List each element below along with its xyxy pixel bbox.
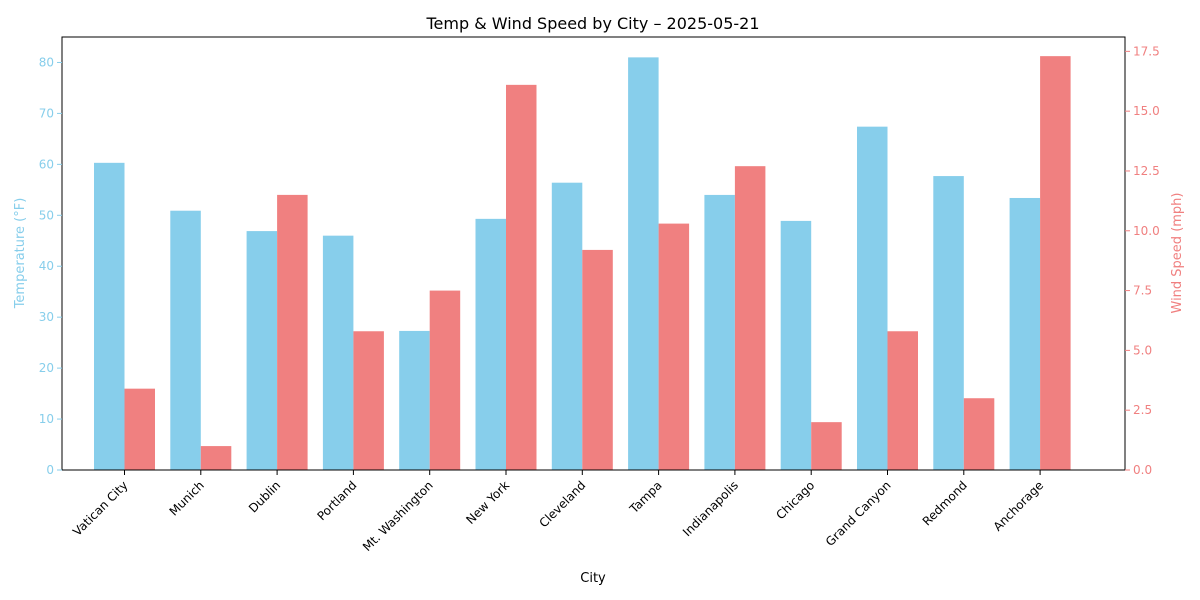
wind-bar-11 [963, 398, 995, 470]
temperature-bar-11 [933, 176, 964, 470]
wind-bar-4 [429, 290, 461, 470]
right-axis: 0.0 2.5 5.0 7.5 10.0 12.5 15.0 17.5 [1125, 44, 1160, 477]
wind-bar-1 [200, 446, 232, 470]
temperature-bar-4 [399, 330, 430, 470]
temperature-bar-10 [857, 126, 888, 470]
left-tick-label-0: 0 [46, 463, 54, 477]
wind-bar-8 [734, 166, 766, 470]
wind-bar-9 [811, 422, 842, 470]
temperature-bar-3 [322, 235, 354, 470]
x-tick-label-1: Munich [167, 478, 207, 518]
right-tick-label-1: 2.5 [1133, 403, 1152, 417]
x-tick-label-9: Chicago [773, 478, 817, 522]
wind-bar-12 [1040, 56, 1071, 470]
left-tick-label-7: 70 [39, 106, 54, 120]
left-tick-label-4: 40 [39, 259, 54, 273]
left-axis: 0 10 20 30 40 50 60 70 80 [39, 55, 62, 477]
plot-frame [61, 36, 1126, 471]
wind-bar-10 [887, 331, 918, 470]
temperature-bar-8 [704, 194, 735, 471]
x-tick-label-11: Redmond [920, 478, 970, 528]
x-tick-label-0: Vatican City [70, 478, 131, 539]
temperature-bar-2 [246, 231, 278, 470]
x-tick-label-6: Cleveland [536, 478, 588, 530]
right-tick-label-7: 17.5 [1133, 44, 1160, 58]
x-axis: Vatican City Munich Dublin Portland Mt. Wash… [70, 470, 1046, 554]
wind-bar-7 [658, 223, 690, 470]
wind-bar-6 [582, 249, 613, 470]
x-tick-label-2: Dublin [246, 478, 283, 515]
left-axis-label: Temperature (°F) [13, 198, 28, 310]
temperature-bar-1 [170, 210, 201, 470]
right-tick-label-6: 15.0 [1133, 104, 1160, 118]
x-axis-label: City [580, 571, 606, 586]
wind-bar-3 [353, 331, 384, 470]
left-tick-label-5: 50 [39, 208, 54, 222]
x-tick-label-10: Grand Canyon [823, 478, 894, 549]
temperature-bar-12 [1009, 197, 1041, 470]
temperature-bar-9 [780, 220, 812, 470]
temperature-bar-5 [475, 218, 506, 470]
right-axis-label: Wind Speed (mph) [1170, 193, 1185, 314]
right-tick-label-5: 12.5 [1133, 164, 1160, 178]
temperature-bar-0 [94, 162, 125, 470]
x-tick-label-4: Mt. Washington [360, 478, 436, 554]
right-tick-label-2: 5.0 [1133, 343, 1152, 357]
wind-bar-2 [277, 194, 308, 470]
right-tick-label-0: 0.0 [1133, 463, 1152, 477]
left-tick-label-8: 80 [39, 55, 54, 69]
chart-title: Temp & Wind Speed by City – 2025-05-21 [425, 14, 759, 33]
x-tick-label-8: Indianapolis [680, 478, 741, 539]
x-tick-label-5: New York [463, 478, 512, 527]
temperature-bar-7 [628, 57, 659, 470]
left-tick-label-1: 10 [39, 412, 54, 426]
temperature-bar-6 [551, 182, 583, 470]
right-tick-label-4: 10.0 [1133, 224, 1160, 238]
x-tick-label-12: Anchorage [991, 478, 1047, 534]
left-tick-label-2: 20 [39, 361, 54, 375]
wind-bar-0 [124, 388, 155, 470]
x-tick-label-3: Portland [314, 478, 359, 523]
bars-layer [94, 56, 1071, 471]
wind-bar-5 [506, 84, 537, 470]
left-tick-label-6: 60 [39, 157, 54, 171]
left-tick-label-3: 30 [39, 310, 54, 324]
x-tick-label-7: Tampa [626, 478, 664, 516]
right-tick-label-3: 7.5 [1133, 284, 1152, 298]
